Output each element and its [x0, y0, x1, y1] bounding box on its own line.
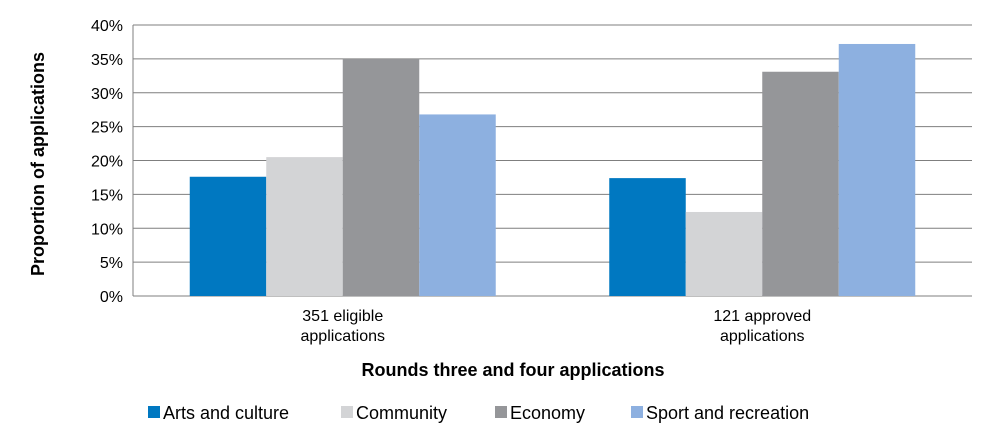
y-axis-ticks: 0% 5% 10% 15% 20% 25% 30% 35% 40% — [91, 18, 123, 306]
bar-sport-and-recreation — [838, 43, 916, 296]
y-tick-label: 40% — [91, 18, 123, 35]
bar-sport-and-recreation — [419, 114, 496, 297]
legend-swatch — [495, 406, 507, 418]
legend-label: Economy — [510, 403, 585, 423]
y-tick-label: 15% — [91, 187, 123, 204]
x-category-label: 121 approved — [713, 308, 811, 325]
bars — [189, 43, 916, 297]
bar-community — [266, 157, 343, 296]
legend: Arts and culture Community Economy Sport an… — [148, 403, 809, 423]
y-tick-label: 25% — [91, 120, 123, 137]
y-tick-label: 20% — [91, 154, 123, 171]
y-tick-label: 30% — [91, 86, 123, 103]
legend-label: Community — [356, 403, 447, 423]
legend-swatch — [148, 406, 160, 418]
bar-community — [685, 211, 763, 296]
x-axis-categories: 351 eligible applications 121 approved appl… — [301, 308, 812, 345]
legend-swatch — [631, 406, 643, 418]
y-tick-label: 10% — [91, 221, 123, 238]
bar-arts-and-culture — [189, 176, 267, 296]
bar-economy — [762, 71, 839, 296]
x-category-label: 351 eligible — [302, 308, 383, 325]
legend-swatch — [341, 406, 353, 418]
y-axis-title: Proportion of applications — [28, 52, 48, 276]
x-category-label: applications — [301, 328, 386, 345]
y-tick-label: 5% — [100, 255, 123, 272]
bar-arts-and-culture — [609, 178, 686, 296]
legend-label: Sport and recreation — [646, 403, 809, 423]
y-tick-label: 0% — [100, 289, 123, 306]
bar-economy — [342, 58, 420, 296]
x-category-label: applications — [720, 328, 805, 345]
x-axis-title: Rounds three and four applications — [361, 360, 664, 380]
legend-label: Arts and culture — [163, 403, 289, 423]
y-tick-label: 35% — [91, 52, 123, 69]
